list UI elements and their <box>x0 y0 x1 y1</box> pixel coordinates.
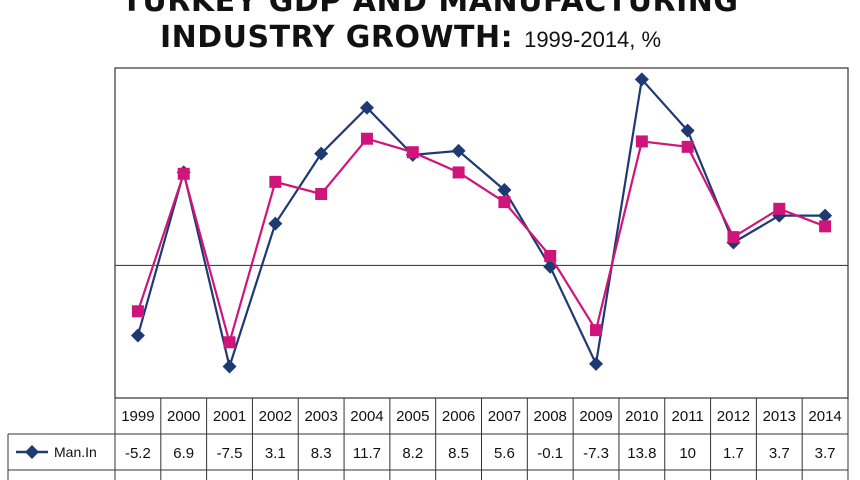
table-value-s1-2000: 6.9 <box>173 445 194 462</box>
series-line-1 <box>136 76 826 371</box>
year-label-2006: 2006 <box>442 408 475 425</box>
data-point-s2-2006 <box>452 166 465 179</box>
table-value-s1-2009: -7.3 <box>583 445 609 462</box>
data-point-s2-2005 <box>406 146 419 159</box>
data-point-s2-2003 <box>315 188 328 200</box>
year-label-2012: 2012 <box>717 408 750 425</box>
table-value-s1-2008: -0.1 <box>537 445 563 462</box>
data-point-s2-2014 <box>819 220 832 233</box>
data-point-s2-2000 <box>177 167 190 180</box>
data-point-s1-2004 <box>359 100 374 115</box>
table-value-s1-2007: 5.6 <box>494 445 515 462</box>
table-value-s1-2014: 3.7 <box>815 445 836 462</box>
year-label-2007: 2007 <box>488 408 521 425</box>
data-point-s1-2003 <box>314 146 329 161</box>
table-value-s1-2004: 11.7 <box>353 445 381 462</box>
year-label-2001: 2001 <box>213 408 246 425</box>
data-point-s2-1999 <box>131 305 144 318</box>
chart-title: TURKEY GDP AND MANUFACTURING INDUSTRY GR… <box>0 0 860 58</box>
data-point-s2-2008 <box>544 250 557 262</box>
data-point-s2-2013 <box>773 202 786 215</box>
year-label-2013: 2013 <box>763 408 796 425</box>
title-line-2: INDUSTRY GROWTH: 1999-2014, % <box>0 20 860 58</box>
title-line-1: TURKEY GDP AND MANUFACTURING <box>121 0 739 19</box>
series-line-2 <box>136 137 826 347</box>
table-value-s1-2005: 8.2 <box>402 445 423 462</box>
table-value-s1-2010: 13.8 <box>627 445 656 462</box>
year-label-2011: 2011 <box>672 408 704 425</box>
data-point-s1-2006 <box>451 143 466 158</box>
legend-marker-1 <box>25 445 39 459</box>
year-label-2008: 2008 <box>534 408 567 425</box>
table-value-s1-2001: -7.5 <box>217 445 243 462</box>
title-line-2-text: INDUSTRY GROWTH: <box>160 20 514 55</box>
year-label-2003: 2003 <box>304 408 337 425</box>
table-value-s1-2006: 8.5 <box>448 445 469 462</box>
table-value-s1-2003: 8.3 <box>311 445 332 462</box>
data-point-s2-2010 <box>635 135 648 148</box>
year-label-1999: 1999 <box>121 408 154 425</box>
legend-label-1: Man.In <box>54 444 97 460</box>
table-value-s1-1999: -5.2 <box>125 445 151 462</box>
data-point-s1-2001 <box>222 359 237 374</box>
data-point-s1-1999 <box>130 328 145 343</box>
data-point-s1-2002 <box>268 216 283 231</box>
data-point-s2-2007 <box>498 196 511 209</box>
data-point-s2-2009 <box>590 324 603 337</box>
year-label-2010: 2010 <box>625 408 658 425</box>
data-point-s2-2012 <box>727 231 740 244</box>
table-value-s1-2002: 3.1 <box>265 445 286 462</box>
data-point-s2-2011 <box>681 140 694 153</box>
year-label-2014: 2014 <box>808 408 841 425</box>
year-label-2002: 2002 <box>259 408 292 425</box>
year-label-2009: 2009 <box>579 408 612 425</box>
table-value-s1-2011: 10 <box>679 445 696 462</box>
data-point-s1-2009 <box>589 356 604 371</box>
data-point-s1-2010 <box>634 72 649 87</box>
data-point-s1-2007 <box>497 182 512 197</box>
table-value-s1-2013: 3.7 <box>769 445 790 462</box>
data-point-s2-2001 <box>223 336 236 349</box>
chart-subtitle: 1999-2014, % <box>524 27 662 52</box>
year-label-2000: 2000 <box>167 408 200 425</box>
year-label-2005: 2005 <box>396 408 429 425</box>
table-value-s1-2012: 1.7 <box>723 445 744 462</box>
data-point-s1-2011 <box>680 123 695 138</box>
data-point-s1-2014 <box>818 208 833 223</box>
data-point-s2-2002 <box>269 175 282 188</box>
year-label-2004: 2004 <box>350 408 383 425</box>
data-point-s2-2004 <box>360 132 373 145</box>
